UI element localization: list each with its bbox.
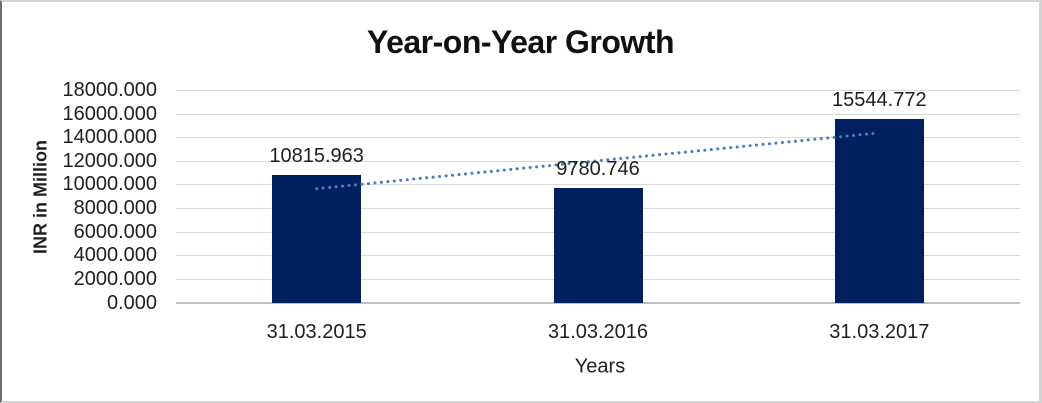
y-tick-label: 16000.000 bbox=[62, 102, 157, 125]
y-tick-label: 6000.000 bbox=[73, 220, 157, 243]
y-tick-label: 0.000 bbox=[106, 291, 157, 314]
x-tick-label: 31.03.2017 bbox=[829, 321, 930, 343]
data-label: 15544.772 bbox=[832, 89, 927, 112]
y-tick-label: 10000.000 bbox=[62, 173, 157, 196]
y-tick-label: 18000.000 bbox=[62, 79, 157, 101]
data-label: 9780.746 bbox=[556, 157, 640, 180]
y-tick-label: 8000.000 bbox=[73, 197, 157, 220]
chart-title: Year-on-Year Growth bbox=[366, 24, 675, 60]
y-tick-label: 4000.000 bbox=[73, 244, 157, 267]
x-tick-label: 31.03.2016 bbox=[547, 321, 649, 343]
x-axis-line bbox=[176, 302, 1020, 304]
y-tick-label: 2000.000 bbox=[73, 267, 157, 290]
bar-31.03.2017 bbox=[834, 119, 924, 303]
y-tick-label: 14000.000 bbox=[62, 126, 157, 149]
x-tick-label: 31.03.2015 bbox=[266, 321, 367, 343]
x-axis-title: Years bbox=[574, 355, 626, 378]
data-label: 10815.963 bbox=[269, 145, 364, 168]
y-tick-label: 12000.000 bbox=[62, 149, 157, 172]
bar-31.03.2015 bbox=[272, 175, 362, 303]
gridline bbox=[176, 113, 1020, 115]
gridline bbox=[176, 90, 1020, 91]
bar-31.03.2016 bbox=[553, 187, 643, 303]
